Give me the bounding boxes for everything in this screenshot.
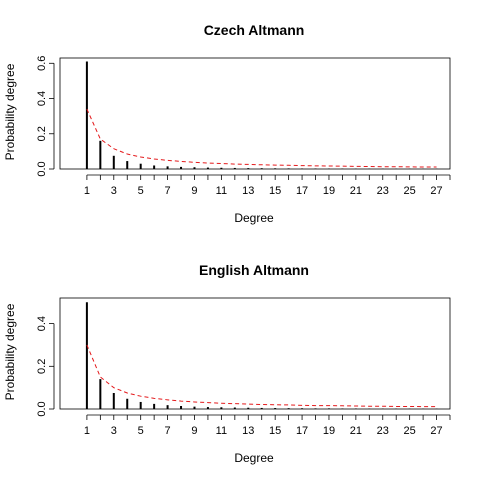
chart-panel-czech: Czech Altmann Probability degree Degree … — [3, 22, 451, 225]
x-tick-label: 15 — [269, 425, 281, 437]
x-tick-label: 27 — [430, 425, 442, 437]
y-tick-label: 0.2 — [36, 359, 48, 374]
y-tick-label: 0.6 — [36, 56, 48, 71]
chart-title: Czech Altmann — [204, 22, 305, 38]
x-tick-label: 27 — [430, 185, 442, 197]
plot-area: 1 3 5 7 9 11 13 15 17 19 21 23 25 270.00.20.4 — [36, 297, 451, 437]
y-tick-label: 0.0 — [36, 401, 48, 416]
x-tick-label: 19 — [323, 185, 335, 197]
y-tick-label: 0.4 — [36, 91, 48, 106]
x-tick-label: 5 — [138, 425, 144, 437]
x-tick-label: 11 — [216, 425, 227, 437]
chart-panel-english: English Altmann Probability degree Degre… — [0, 240, 480, 480]
x-tick-label: 5 — [138, 185, 144, 197]
y-axis-label: Probability degree — [3, 63, 17, 160]
fitted-curve — [86, 108, 437, 168]
x-tick-label: 13 — [242, 185, 254, 197]
x-tick-label: 23 — [377, 185, 389, 197]
plot-area: 1 3 5 7 9 11 13 15 17 19 21 23 25 270.00.20.40.6 — [36, 56, 451, 197]
y-tick-label: 0.0 — [36, 161, 48, 176]
x-tick-label: 9 — [191, 425, 197, 437]
x-tick-label: 25 — [404, 425, 416, 437]
x-axis-label: Degree — [234, 451, 274, 465]
y-tick-label: 0.2 — [36, 126, 48, 141]
x-tick-label: 23 — [377, 425, 389, 437]
plot-frame — [59, 297, 451, 410]
x-tick-label: 3 — [111, 425, 117, 437]
x-tick-label: 3 — [111, 185, 117, 197]
x-tick-label: 17 — [296, 425, 308, 437]
chart-title: English Altmann — [199, 262, 309, 278]
x-tick-label: 1 — [84, 425, 90, 437]
y-axis-label: Probability degree — [3, 303, 17, 400]
x-tick-label: 15 — [269, 185, 281, 197]
plot-frame — [59, 57, 451, 170]
x-tick-label: 19 — [323, 425, 335, 437]
chart-english: English Altmann Probability degree Degre… — [3, 262, 451, 465]
x-tick-label: 7 — [165, 185, 171, 197]
x-axis-label: Degree — [234, 211, 274, 225]
x-tick-label: 9 — [191, 185, 197, 197]
y-tick-label: 0.4 — [36, 316, 48, 331]
x-tick-label: 21 — [350, 185, 362, 197]
x-tick-label: 25 — [404, 185, 416, 197]
chart-czech: Czech Altmann Probability degree Degree … — [3, 22, 451, 225]
x-tick-label: 13 — [242, 425, 254, 437]
x-tick-label: 11 — [216, 185, 227, 197]
x-tick-label: 1 — [84, 185, 90, 197]
fitted-curve — [86, 344, 437, 408]
x-tick-label: 17 — [296, 185, 308, 197]
x-tick-label: 21 — [350, 425, 362, 437]
x-tick-label: 7 — [165, 425, 171, 437]
